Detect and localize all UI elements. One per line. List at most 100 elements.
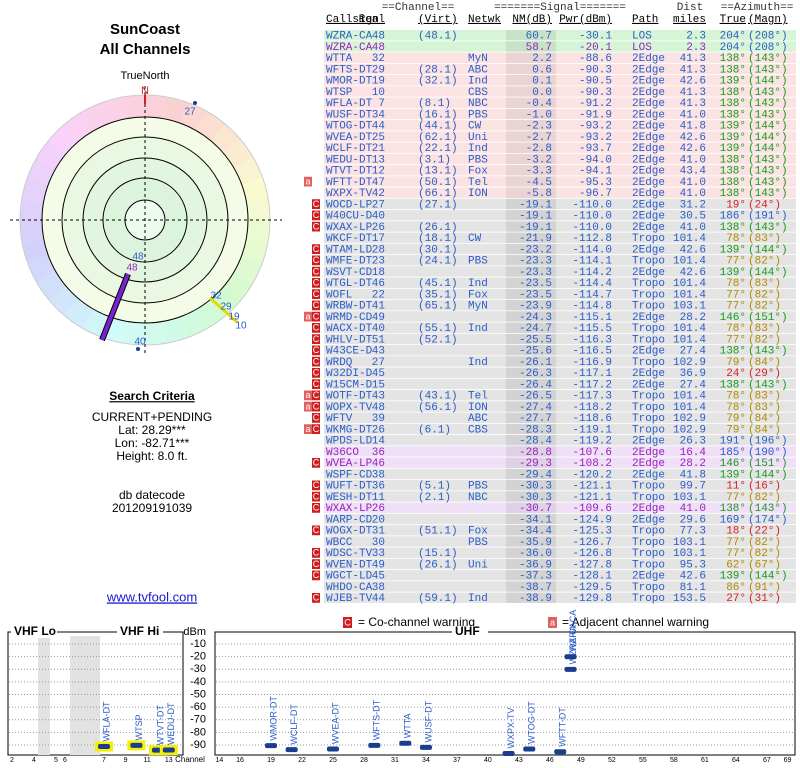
azimuth-ring xyxy=(123,95,145,119)
table-cell: (22.1) xyxy=(418,143,458,155)
table-cell: -118.2 xyxy=(572,402,612,414)
table-cell: 58.7 xyxy=(526,42,552,54)
table-cell: WBCC xyxy=(326,537,353,549)
azimuth-ring xyxy=(234,255,263,283)
table-cell: 25 xyxy=(372,132,385,144)
x-tick-label: 6 xyxy=(63,757,67,764)
table-cell: 2Edge xyxy=(632,379,665,391)
table-cell: Tropo xyxy=(632,233,665,245)
table-cell: 103.1 xyxy=(673,537,706,549)
nm-column-shade xyxy=(506,536,556,547)
table-cell: 169° xyxy=(720,514,746,526)
table-cell: Tel xyxy=(468,391,488,403)
table-cell: 43 xyxy=(372,391,385,403)
table-cell: 27 xyxy=(372,199,385,211)
band-label: VHF Lo xyxy=(14,624,56,638)
x-tick-label: 40 xyxy=(484,757,492,764)
table-cell: 22 xyxy=(372,289,385,301)
row-background xyxy=(324,558,796,570)
table-cell: PBS xyxy=(468,109,488,121)
nm-column-shade xyxy=(506,457,556,468)
table-cell: 42.6 xyxy=(680,132,706,144)
row-background xyxy=(324,502,796,513)
azimuth-ring xyxy=(246,198,270,220)
table-cell: WOGX-DT xyxy=(326,526,373,538)
table-cell: -34.1 xyxy=(519,514,552,526)
row-background xyxy=(324,547,796,558)
table-cell: WTVT-DT xyxy=(326,166,373,178)
table-cell: -38.7 xyxy=(519,582,552,594)
table-cell: 41.0 xyxy=(680,177,706,189)
table-cell: WHDO-CA xyxy=(326,582,373,594)
table-cell: -26.4 xyxy=(519,379,552,391)
table-cell: 77° xyxy=(726,301,746,313)
table-cell: (82°) xyxy=(748,334,781,346)
table-cell: 77° xyxy=(726,548,746,560)
table-cell: -30.7 xyxy=(519,503,552,515)
table-cell: 17 xyxy=(372,233,385,245)
table-cell: WHLV-DT xyxy=(326,334,373,346)
table-cell: (190°) xyxy=(748,447,788,459)
group-header: ==Azimuth== xyxy=(721,2,794,14)
criteria-title: Search Criteria xyxy=(109,389,195,403)
row-background xyxy=(324,153,796,165)
row-background xyxy=(324,41,796,52)
site-link[interactable]: www.tvfool.com xyxy=(106,589,197,604)
table-cell: -110.0 xyxy=(572,199,612,211)
table-cell: -36.9 xyxy=(519,559,552,571)
table-cell: (16°) xyxy=(748,481,781,493)
azimuth-ring xyxy=(162,316,188,344)
table-cell: 41 xyxy=(372,301,386,313)
table-cell: 38 xyxy=(372,582,385,594)
row-background xyxy=(324,311,796,322)
station-marker xyxy=(285,747,298,753)
warning-letter: C xyxy=(313,300,320,310)
table-cell: 2Edge xyxy=(632,166,665,178)
table-cell: MyN xyxy=(468,301,488,313)
y-tick-label: -60 xyxy=(190,701,206,713)
azimuth-ring xyxy=(241,177,269,203)
azimuth-ring xyxy=(20,198,44,220)
table-cell: WRBW-DT xyxy=(326,301,373,313)
warning-icon xyxy=(312,548,320,558)
table-cell: 77° xyxy=(726,289,746,301)
table-cell: 2Edge xyxy=(632,53,665,65)
nm-column-shade xyxy=(506,75,556,86)
table-cell: 79° xyxy=(726,357,746,369)
table-cell: 78° xyxy=(726,323,746,335)
table-cell: -116.9 xyxy=(572,357,612,369)
warning-icon xyxy=(304,311,312,322)
table-cell: (143°) xyxy=(748,64,788,76)
table-cell: -96.7 xyxy=(579,188,612,200)
table-cell: WRDQ xyxy=(326,357,353,369)
warning-icon xyxy=(312,525,320,536)
table-cell: 42.6 xyxy=(680,76,706,88)
table-cell: WARP-CD xyxy=(326,514,373,526)
band-gap xyxy=(38,636,50,755)
spectrum-chart: C = Co-channel warning a = Adjacent channel… xyxy=(7,610,796,764)
station-ray xyxy=(209,296,238,324)
table-cell: 138° xyxy=(720,64,746,76)
warning-icon xyxy=(304,424,312,434)
table-cell: (143°) xyxy=(748,154,788,166)
table-cell: -23.3 xyxy=(519,267,552,279)
row-background xyxy=(324,52,796,63)
table-cell: 138° xyxy=(720,109,746,121)
row-background xyxy=(324,63,796,75)
table-cell: 77° xyxy=(726,492,746,504)
table-cell: (208°) xyxy=(748,31,788,43)
row-background xyxy=(324,97,796,108)
table-cell: 16.4 xyxy=(680,447,707,459)
table-cell: -24.7 xyxy=(519,323,552,335)
table-cell: -115.5 xyxy=(572,323,612,335)
warning-icon xyxy=(312,503,320,513)
table-cell: 20 xyxy=(372,514,385,526)
table-cell: -93.2 xyxy=(579,132,612,144)
nm-column-shade xyxy=(506,491,556,502)
azimuth-ring xyxy=(27,157,56,185)
table-cell: -126.8 xyxy=(572,548,612,560)
table-cell: -90.3 xyxy=(579,87,612,99)
band-label-bg xyxy=(117,626,163,638)
table-cell: (84°) xyxy=(748,357,781,369)
row-background xyxy=(324,266,796,277)
